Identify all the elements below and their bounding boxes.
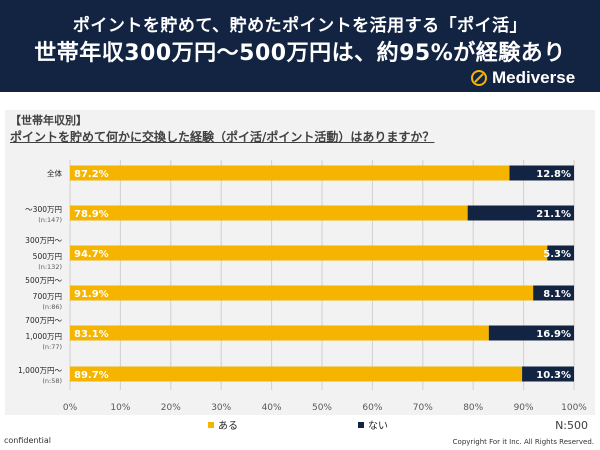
data-label: 78.9% xyxy=(74,209,109,220)
bar-segment xyxy=(547,245,574,261)
category-label: 全体 xyxy=(47,168,62,178)
bar-segment xyxy=(509,165,574,181)
data-label: 94.7% xyxy=(74,249,109,260)
category-sample-size: (n:147) xyxy=(38,216,62,224)
category-label: 1,000万円～ xyxy=(18,366,62,375)
logo-text: Mediverse xyxy=(492,68,576,87)
category-sample-size: (n:77) xyxy=(42,343,62,351)
category-label: 1,000万円 xyxy=(26,332,62,341)
sample-size-label: N:500 xyxy=(555,419,588,432)
category-sample-size: (n:132) xyxy=(38,263,62,271)
legend-label: ない xyxy=(368,420,388,432)
bar-segment xyxy=(70,285,534,301)
bar-segment xyxy=(70,325,489,341)
data-label: 89.7% xyxy=(74,370,109,381)
data-label: 87.2% xyxy=(74,169,109,180)
data-label: 83.1% xyxy=(74,329,109,340)
header-title-line2: 世帯年収300万円〜500万円は、約95%が経験あり xyxy=(34,41,566,66)
category-sample-size: (n:58) xyxy=(42,377,62,385)
category-label: 700万円 xyxy=(33,292,62,301)
header-title-line1: ポイントを貯めて、貯めたポイントを活用する「ポイ活」 xyxy=(72,16,528,36)
footer-copyright: Copyright For it Inc. All Rights Reserve… xyxy=(452,438,594,446)
header-banner: ポイントを貯めて、貯めたポイントを活用する「ポイ活」 世帯年収300万円〜500… xyxy=(0,0,600,92)
category-label: 700万円～ xyxy=(25,316,62,325)
data-label: 10.3% xyxy=(536,370,571,381)
data-label: 16.9% xyxy=(536,329,571,340)
bar-segment xyxy=(488,325,574,341)
category-label: 500万円～ xyxy=(25,276,62,285)
logo-mark-icon xyxy=(471,70,487,86)
bar-segment xyxy=(70,245,548,261)
category-label: ～300万円 xyxy=(25,205,62,214)
x-tick-label: 90% xyxy=(514,403,534,413)
bar-segment xyxy=(467,205,574,221)
footer-confidential: confidential xyxy=(4,436,51,445)
x-tick-label: 100% xyxy=(561,403,587,413)
bar-segment xyxy=(70,366,523,382)
data-label: 8.1% xyxy=(543,289,571,300)
data-label: 12.8% xyxy=(536,169,571,180)
x-tick-label: 0% xyxy=(63,403,78,413)
data-label: 21.1% xyxy=(536,209,571,220)
data-label: 5.3% xyxy=(543,249,571,260)
bar-segment xyxy=(533,285,574,301)
legend-swatch xyxy=(208,422,214,428)
bar-segment xyxy=(70,205,468,221)
data-label: 91.9% xyxy=(74,289,109,300)
bar-segment xyxy=(70,165,510,181)
panel-subtitle: 【世帯年収別】 xyxy=(10,114,87,127)
mediverse-logo: Mediverse xyxy=(470,68,575,88)
legend-swatch xyxy=(358,422,364,428)
legend-label: ある xyxy=(218,420,238,432)
category-label: 500万円 xyxy=(33,252,62,261)
chart-panel xyxy=(5,110,595,415)
x-tick-label: 60% xyxy=(362,403,382,413)
bar-segment xyxy=(522,366,574,382)
x-tick-label: 80% xyxy=(463,403,483,413)
category-label: 300万円～ xyxy=(25,236,62,245)
x-tick-label: 10% xyxy=(110,403,130,413)
x-tick-label: 20% xyxy=(161,403,181,413)
x-tick-label: 50% xyxy=(312,403,332,413)
x-tick-label: 40% xyxy=(262,403,282,413)
x-tick-label: 70% xyxy=(413,403,433,413)
category-sample-size: (n:86) xyxy=(42,303,62,311)
x-tick-label: 30% xyxy=(211,403,231,413)
panel-question: ポイントを貯めて何かに交換した経験（ポイ活/ポイント活動）はありますか？ xyxy=(10,130,435,144)
